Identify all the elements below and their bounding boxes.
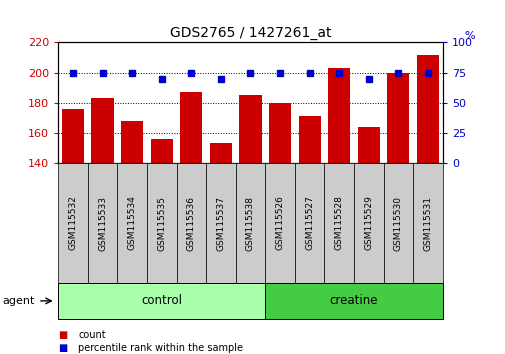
Bar bbox=[298, 116, 320, 163]
Text: GSM115531: GSM115531 bbox=[423, 195, 432, 251]
Bar bbox=[357, 127, 379, 163]
Text: percentile rank within the sample: percentile rank within the sample bbox=[78, 343, 243, 353]
Text: GSM115527: GSM115527 bbox=[305, 195, 314, 251]
Text: GSM115536: GSM115536 bbox=[186, 195, 195, 251]
Text: control: control bbox=[141, 295, 182, 307]
Text: count: count bbox=[78, 330, 106, 339]
Bar bbox=[121, 121, 143, 163]
Title: GDS2765 / 1427261_at: GDS2765 / 1427261_at bbox=[169, 26, 331, 40]
Text: GSM115530: GSM115530 bbox=[393, 195, 402, 251]
Bar bbox=[269, 103, 290, 163]
Bar bbox=[239, 95, 261, 163]
Bar bbox=[62, 109, 84, 163]
Text: %: % bbox=[463, 31, 474, 41]
Text: creatine: creatine bbox=[329, 295, 378, 307]
Text: ■: ■ bbox=[58, 343, 67, 353]
Bar bbox=[327, 68, 349, 163]
Text: GSM115533: GSM115533 bbox=[98, 195, 107, 251]
Bar bbox=[386, 73, 409, 163]
Bar bbox=[180, 92, 202, 163]
Text: GSM115534: GSM115534 bbox=[127, 195, 136, 251]
Text: agent: agent bbox=[3, 296, 35, 306]
Bar bbox=[150, 139, 173, 163]
Text: GSM115532: GSM115532 bbox=[68, 195, 77, 251]
Text: GSM115528: GSM115528 bbox=[334, 195, 343, 251]
Text: GSM115535: GSM115535 bbox=[157, 195, 166, 251]
Bar bbox=[91, 98, 114, 163]
Text: GSM115529: GSM115529 bbox=[364, 195, 373, 251]
Bar bbox=[416, 55, 438, 163]
Bar bbox=[210, 143, 231, 163]
Text: GSM115526: GSM115526 bbox=[275, 195, 284, 251]
Text: ■: ■ bbox=[58, 330, 67, 339]
Text: GSM115537: GSM115537 bbox=[216, 195, 225, 251]
Text: GSM115538: GSM115538 bbox=[245, 195, 255, 251]
